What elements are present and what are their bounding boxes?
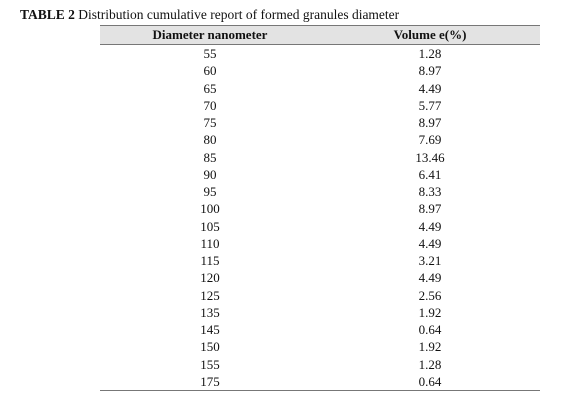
table-row: 60 8.97 [100, 62, 540, 79]
table-cell: 1.28 [418, 356, 442, 372]
table-cell: 95 [203, 184, 217, 200]
table-cell: 105 [200, 218, 220, 234]
table-cell: 1.28 [418, 46, 442, 62]
table-cell: 13.46 [415, 149, 445, 165]
table-row: 125 2.56 [100, 287, 540, 304]
table-cell: 145 [200, 322, 220, 338]
table-body: 55 1.28 60 8.97 65 4.49 70 5.77 75 8.97 80 7.69 85 13… [100, 45, 540, 391]
table-cell: 150 [200, 339, 220, 355]
table-cell: 4.49 [418, 235, 442, 251]
table-row: 150 1.92 [100, 338, 540, 355]
caption-label: TABLE 2 [20, 7, 75, 22]
table-cell: 85 [203, 149, 217, 165]
table-cell: 115 [200, 253, 220, 269]
caption-text: Distribution cumulative report of formed… [78, 7, 400, 22]
table-cell: 80 [203, 132, 217, 148]
table-cell: 7.69 [418, 132, 442, 148]
table-cell: 5.77 [418, 97, 442, 113]
table-caption: TABLE 2 Distribution cumulative report o… [20, 7, 399, 23]
table-cell: 0.64 [418, 322, 442, 338]
table-cell: 120 [200, 270, 220, 286]
table-cell: 65 [203, 80, 217, 96]
table-cell: 8.97 [418, 201, 442, 217]
table-cell: 100 [200, 201, 220, 217]
table-cell: 4.49 [418, 270, 442, 286]
table-row: 100 8.97 [100, 200, 540, 217]
table-row: 80 7.69 [100, 131, 540, 148]
table-cell: 0.64 [418, 373, 442, 389]
data-table: Diameter nanometer Volume e(%) 55 1.28 60 8.… [100, 25, 540, 391]
column-header: Diameter nanometer [152, 27, 268, 42]
table-row: 115 3.21 [100, 252, 540, 269]
table-cell: 1.92 [418, 339, 442, 355]
table-row: 75 8.97 [100, 114, 540, 131]
table-header: Diameter nanometer Volume e(%) [100, 25, 540, 45]
table-cell: 1.92 [418, 304, 442, 320]
table-cell: 4.49 [418, 80, 442, 96]
table-cell: 135 [200, 304, 220, 320]
table-cell: 2.56 [418, 287, 442, 303]
table-row: 110 4.49 [100, 235, 540, 252]
table-cell: 4.49 [418, 218, 442, 234]
table-cell: 175 [200, 373, 220, 389]
table-cell: 125 [200, 287, 220, 303]
table-cell: 55 [203, 46, 217, 62]
table-cell: 8.97 [418, 63, 442, 79]
table-row: 175 0.64 [100, 373, 540, 391]
table-cell: 155 [200, 356, 220, 372]
table-cell: 90 [203, 166, 217, 182]
table-row: 85 13.46 [100, 149, 540, 166]
table-row: 135 1.92 [100, 304, 540, 321]
table-row: 90 6.41 [100, 166, 540, 183]
table-row: 65 4.49 [100, 80, 540, 97]
table-row: 70 5.77 [100, 97, 540, 114]
table-row: 120 4.49 [100, 269, 540, 286]
table-cell: 110 [200, 235, 220, 251]
table-cell: 60 [203, 63, 217, 79]
header-row: Diameter nanometer Volume e(%) [100, 25, 540, 45]
table-row: 55 1.28 [100, 45, 540, 63]
column-header: Volume e(%) [393, 27, 467, 42]
table-cell: 8.33 [418, 184, 442, 200]
table-row: 155 1.28 [100, 356, 540, 373]
table-row: 145 0.64 [100, 321, 540, 338]
table-cell: 75 [203, 115, 217, 131]
table-row: 95 8.33 [100, 183, 540, 200]
table-cell: 6.41 [418, 166, 442, 182]
table-cell: 3.21 [418, 253, 442, 269]
table-cell: 8.97 [418, 115, 442, 131]
table-row: 105 4.49 [100, 218, 540, 235]
table-cell: 70 [203, 97, 217, 113]
